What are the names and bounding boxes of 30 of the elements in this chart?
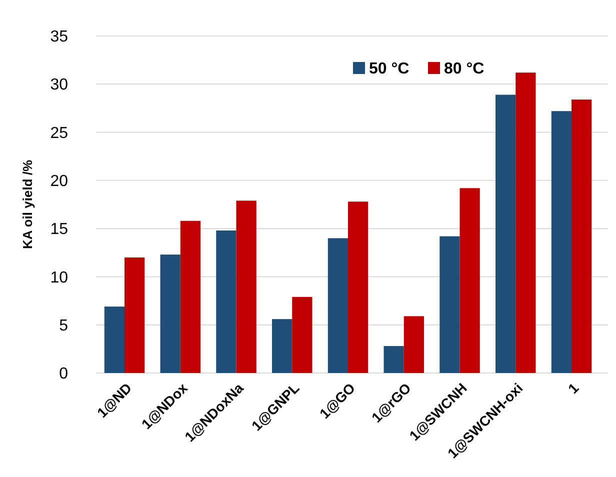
bar [496,94,516,373]
bar [516,72,536,373]
bar [160,254,180,373]
x-tick-label: 1 [564,380,582,397]
bar [460,188,480,373]
legend-label: 50 °C [369,60,410,78]
bar [180,220,200,373]
bar [104,306,124,373]
y-tick-label: 35 [50,28,68,46]
y-axis-title: KA oil yield /% [20,160,35,250]
bar [572,100,592,373]
bar [216,230,236,373]
bar [328,238,348,373]
bar [440,236,460,373]
bar [384,346,404,373]
y-tick-label: 10 [50,269,68,286]
y-tick-label: 30 [50,76,68,94]
legend-label: 80 °C [444,60,485,78]
y-tick-label: 20 [50,173,68,190]
bar [292,296,312,373]
y-tick-label: 15 [50,221,68,238]
y-tick-label: 25 [50,124,68,142]
bar [551,111,572,373]
bar [124,257,145,373]
bar [348,202,368,373]
bar [236,200,256,373]
bar [404,316,424,373]
y-tick-label: 5 [59,317,68,334]
y-tick-label: 0 [59,366,68,383]
bar [272,319,292,373]
